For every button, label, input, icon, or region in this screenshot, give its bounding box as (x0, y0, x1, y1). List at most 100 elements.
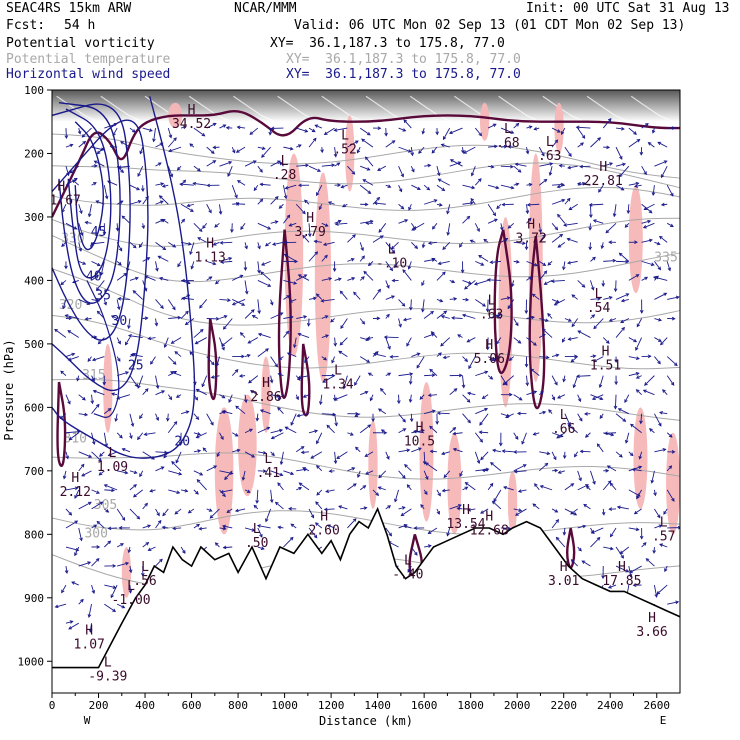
wind-vector (232, 449, 240, 453)
wind-vector (81, 127, 92, 138)
wind-vector-head (173, 137, 177, 142)
wind-vector-head (547, 312, 551, 317)
wind-vector (488, 145, 498, 148)
wind-vector (526, 276, 532, 281)
wind-vector-head (182, 179, 187, 184)
wind-vector (503, 486, 514, 491)
wind-vector-head (431, 149, 436, 154)
wind-vector-head (336, 455, 341, 460)
wind-vector (489, 356, 502, 361)
wind-vector (462, 314, 476, 319)
wind-vector-head (390, 245, 395, 250)
wind-vector-head (554, 509, 559, 513)
wind-vector (257, 426, 270, 434)
wind-vector (298, 375, 310, 379)
wind-vector (72, 179, 80, 186)
wind-vector (404, 464, 412, 472)
wind-vector-head (633, 338, 638, 343)
wind-vector (334, 127, 348, 131)
wind-vector-head (350, 258, 355, 262)
wind-vector (155, 508, 160, 516)
wind-vector (343, 375, 348, 389)
wind-vector (331, 356, 336, 363)
wind-vector-head (592, 219, 597, 223)
wind-vector-head (228, 161, 233, 165)
wind-vector-head (87, 358, 92, 363)
wind-vector (605, 222, 617, 234)
wind-vector-head (274, 196, 279, 200)
wind-vector-head (410, 152, 415, 157)
wind-vector (551, 375, 558, 386)
wind-vector-head (453, 388, 458, 392)
wind-speed-contour-label: 35 (95, 288, 111, 303)
wind-vector-head (413, 526, 418, 530)
wind-vector-head (121, 604, 126, 609)
pv-contour (207, 318, 218, 401)
wind-vector-head (174, 351, 179, 355)
wind-vector (538, 146, 545, 156)
wind-vector (260, 409, 271, 415)
wind-vector-head (257, 332, 262, 337)
wind-vector (193, 222, 203, 232)
wind-vector (290, 413, 297, 426)
wind-vector (116, 223, 119, 231)
wind-vector (222, 525, 233, 529)
wind-vector (65, 314, 79, 319)
wind-vector (193, 413, 199, 420)
y-tick-label: 800 (24, 528, 44, 541)
wind-vector-head (298, 486, 303, 491)
wind-vector (71, 581, 79, 586)
wind-vector (551, 508, 558, 513)
extremum-type: L (127, 579, 135, 594)
wind-vector-head (286, 352, 291, 356)
wind-vector-head (490, 164, 495, 169)
wind-vector-head (658, 235, 663, 240)
wind-vector (408, 261, 412, 270)
wind-vector (603, 162, 613, 167)
wind-vector (621, 299, 629, 302)
wind-vector-head (581, 560, 586, 564)
wind-vector-head (442, 246, 446, 251)
wind-vector-head (378, 474, 383, 479)
wind-vector (145, 275, 156, 281)
extremum-value: 41.67 (42, 193, 81, 208)
wind-vector (116, 603, 125, 609)
wind-vector (244, 527, 255, 532)
wind-vector-head (521, 440, 525, 445)
wind-vector-head (206, 183, 211, 188)
wind-vector (667, 296, 679, 300)
wind-vector (256, 489, 259, 504)
wind-vector (632, 468, 642, 472)
wind-vector (180, 411, 189, 415)
wind-vector (206, 465, 217, 472)
wind-vector-head (668, 434, 673, 438)
wind-vector (557, 184, 565, 188)
wind-vector-head (452, 431, 457, 436)
wind-vector (360, 165, 370, 171)
wind-vector-head (570, 511, 574, 515)
y-tick-label: 700 (24, 465, 44, 478)
wind-vector (628, 356, 640, 360)
wind-vector (196, 389, 207, 396)
wind-vector-head (425, 476, 429, 481)
wind-vector-head (429, 425, 433, 430)
wind-vector-head (88, 454, 93, 458)
wind-vector-head (227, 298, 231, 302)
wind-vector (232, 299, 246, 306)
wind-vector-head (255, 417, 260, 422)
wind-vector-head (198, 526, 203, 531)
wind-vector (65, 431, 80, 434)
wind-vector (187, 203, 194, 207)
wind-vector-head (524, 363, 529, 368)
wind-vector-head (663, 292, 668, 297)
wind-vector-head (414, 551, 418, 556)
wind-vector (257, 242, 261, 249)
wind-vector-head (259, 198, 264, 203)
wind-vector (592, 394, 604, 400)
wind-vector-head (179, 441, 183, 446)
wind-vector (636, 389, 642, 395)
stratosphere-streak (586, 95, 630, 123)
wind-vector-head (452, 427, 457, 431)
wind-vector (378, 486, 386, 491)
